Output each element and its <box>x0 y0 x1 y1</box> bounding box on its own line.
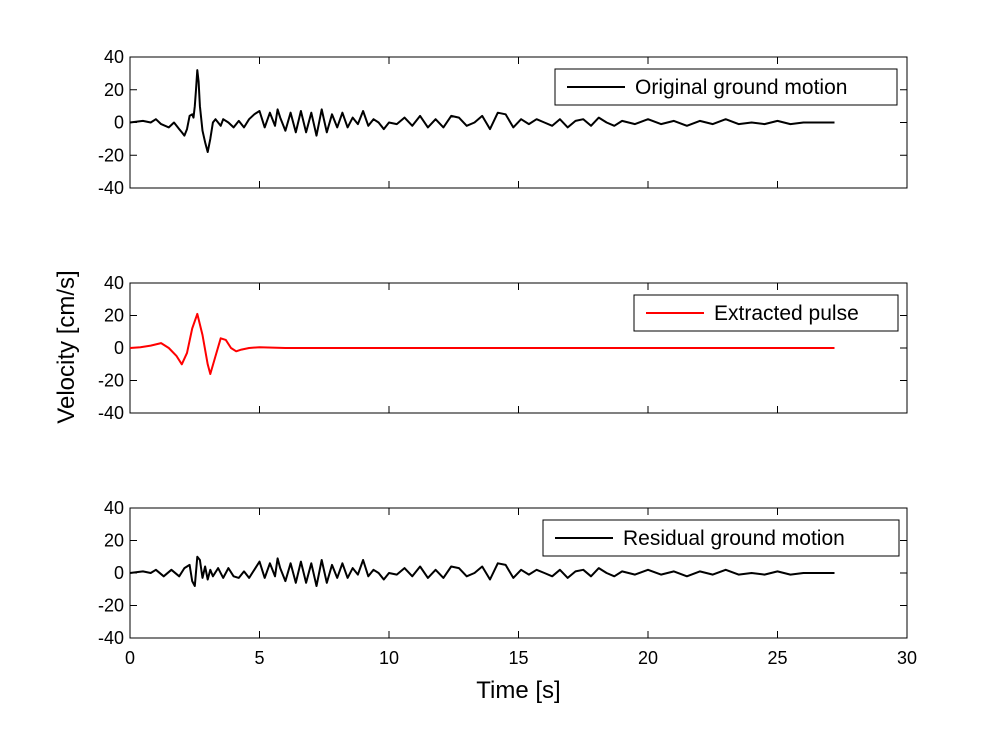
y-tick-label: -20 <box>98 371 124 391</box>
x-tick-label: 20 <box>638 648 658 668</box>
panel-1: 40 20 0 -20 -40 Original ground motion <box>98 47 908 198</box>
y-tick-label: 0 <box>114 563 124 583</box>
x-tick-label: 25 <box>767 648 787 668</box>
y-tick-label: 20 <box>104 531 124 551</box>
y-tick-label: -20 <box>98 596 124 616</box>
panel-2: 40 20 0 -20 -40 Extracted pulse <box>98 273 908 423</box>
legend: Extracted pulse <box>633 294 899 332</box>
x-tick-label: 15 <box>508 648 528 668</box>
y-tick-label: 40 <box>104 273 124 293</box>
y-tick-label: 20 <box>104 80 124 100</box>
y-tick-label: 40 <box>104 47 124 67</box>
legend: Original ground motion <box>554 68 898 106</box>
y-axis-label: Velocity [cm/s] <box>53 270 80 423</box>
series-line-1 <box>129 69 835 153</box>
x-axis-label: Time [s] <box>476 677 560 704</box>
y-tick-label: -40 <box>98 403 124 423</box>
y-tick-label: 20 <box>104 306 124 326</box>
panels: 40 20 0 -20 -40 Original ground motion 40 20 0 -2… <box>98 47 917 704</box>
x-tick-label: 0 <box>125 648 135 668</box>
y-tick-label: -40 <box>98 628 124 648</box>
x-tick-label: 10 <box>379 648 399 668</box>
y-tick-label: -20 <box>98 145 124 165</box>
legend: Residual ground motion <box>542 519 900 557</box>
x-tick-label: 30 <box>897 648 917 668</box>
series-line-1 <box>129 312 835 375</box>
y-tick-label: 40 <box>104 498 124 518</box>
x-tick-label: 5 <box>254 648 264 668</box>
y-tick-label: -40 <box>98 178 124 198</box>
legend-label: Extracted pulse <box>714 302 859 325</box>
y-tick-label: 0 <box>114 338 124 358</box>
legend-label: Original ground motion <box>635 76 847 99</box>
series-line-1 <box>129 555 835 587</box>
y-tick-label: 0 <box>114 113 124 133</box>
legend-label: Residual ground motion <box>623 527 845 550</box>
